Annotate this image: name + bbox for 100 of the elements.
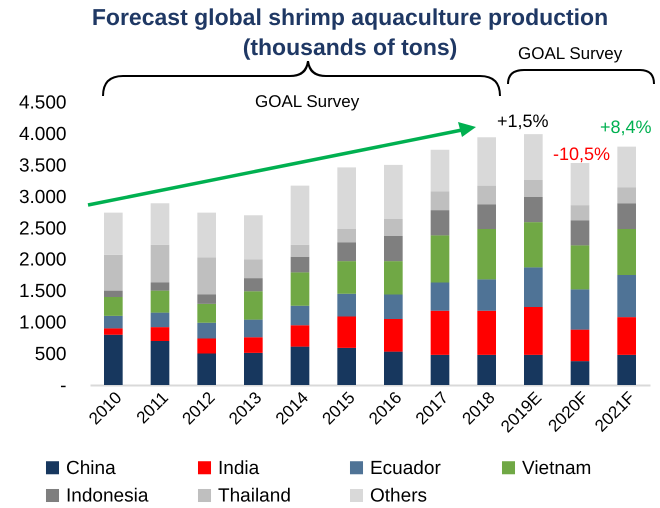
bar — [197, 212, 216, 258]
bar — [150, 312, 170, 328]
bar — [104, 290, 123, 297]
bar — [430, 191, 450, 210]
bar — [197, 257, 216, 294]
bar — [570, 163, 590, 206]
bar — [197, 294, 216, 304]
bar — [570, 330, 590, 362]
y-tick-label: 3.000 — [18, 186, 66, 208]
bar — [197, 322, 216, 338]
bar — [150, 244, 170, 282]
y-tick-label: 2.000 — [18, 250, 66, 271]
bar — [524, 354, 543, 385]
bar — [430, 354, 450, 385]
bar — [104, 328, 123, 335]
bar — [617, 229, 636, 275]
bar — [290, 325, 310, 347]
bar — [337, 316, 356, 348]
bar — [384, 318, 403, 352]
bar — [430, 282, 450, 311]
annotation: GOAL Survey — [255, 92, 360, 112]
bar — [104, 212, 123, 255]
bar — [617, 146, 636, 188]
text: (thousands of tons) — [242, 34, 458, 60]
bar — [477, 279, 496, 311]
legend-label: Indonesia — [66, 486, 149, 506]
y-tick-label: 2.500 — [18, 218, 66, 240]
legend-label: India — [218, 458, 260, 479]
bar — [150, 282, 170, 291]
y-tick-label: 4.500 — [18, 92, 66, 114]
bar — [477, 354, 496, 385]
bar — [337, 261, 356, 294]
bar — [290, 346, 310, 385]
bar — [244, 320, 263, 338]
bar — [337, 242, 356, 262]
bar — [570, 245, 590, 290]
text: Forecast global shrimp aquaculture production — [92, 4, 608, 30]
bar — [477, 137, 496, 186]
bar — [617, 274, 636, 318]
bar — [477, 229, 496, 280]
bar — [150, 340, 170, 385]
bar — [617, 317, 636, 355]
bar — [384, 218, 403, 236]
bar — [570, 289, 590, 330]
bar — [430, 310, 450, 355]
bar — [524, 222, 543, 268]
bar — [244, 215, 263, 260]
y-tick-label: - — [60, 376, 66, 396]
bar — [150, 290, 170, 313]
legend-label: Ecuador — [370, 458, 442, 479]
legend-label: China — [66, 458, 116, 479]
annotation: +1,5% — [497, 111, 549, 132]
bar — [570, 220, 590, 246]
bar — [570, 361, 590, 385]
bar — [104, 296, 123, 316]
bar — [617, 203, 636, 230]
bar — [244, 352, 263, 385]
bar — [524, 196, 543, 222]
bar — [384, 352, 403, 385]
bar — [524, 267, 543, 308]
bar — [290, 186, 310, 245]
bar — [244, 337, 263, 353]
bar — [337, 294, 356, 316]
bar — [384, 164, 403, 219]
bar — [244, 278, 263, 292]
text: GOAL Survey — [518, 44, 622, 64]
y-tick-label: 500 — [34, 344, 66, 366]
bar — [290, 244, 310, 257]
bar — [384, 294, 403, 319]
bar — [617, 354, 636, 385]
bar — [477, 204, 496, 230]
bar — [617, 188, 636, 204]
bar — [104, 334, 123, 385]
bar — [430, 150, 450, 192]
annotation: +8,4% — [600, 117, 652, 138]
bar — [290, 256, 310, 272]
y-tick-label: 3.500 — [18, 155, 66, 176]
legend-label: Thailand — [218, 486, 291, 506]
bar — [524, 134, 543, 180]
bar — [290, 306, 310, 326]
bar — [384, 261, 403, 294]
bar — [197, 304, 216, 323]
y-tick-label: 1.500 — [18, 281, 66, 302]
legend-label: Others — [370, 486, 428, 506]
bar — [244, 291, 263, 320]
bar — [150, 203, 170, 245]
bar — [337, 348, 356, 385]
bar — [150, 327, 170, 341]
bar — [104, 254, 123, 291]
annotation: -10,5% — [553, 144, 610, 165]
legend-label: Vietnam — [522, 458, 592, 479]
bar — [384, 236, 403, 262]
bar — [197, 354, 216, 385]
bar — [337, 167, 356, 230]
bar — [524, 307, 543, 355]
bar — [524, 180, 543, 197]
y-tick-label: 1.000 — [18, 312, 66, 334]
bar — [477, 310, 496, 355]
bar — [290, 272, 310, 306]
bar — [244, 259, 263, 278]
